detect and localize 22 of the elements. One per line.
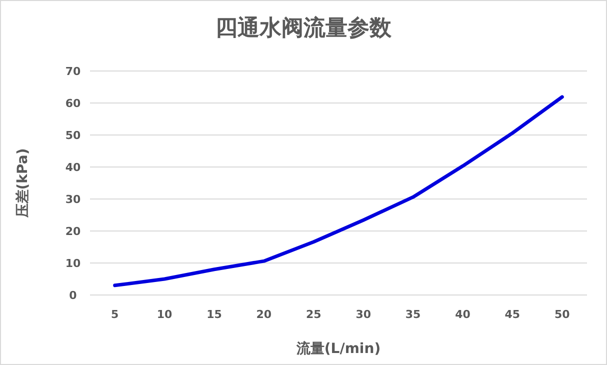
x-tick-label: 25	[306, 308, 322, 321]
x-tick-label: 20	[256, 308, 272, 321]
y-tick-label: 30	[65, 192, 81, 206]
x-tick-label: 10	[156, 308, 173, 321]
y-tick-label: 40	[65, 160, 81, 174]
x-tick-label: 35	[405, 308, 421, 321]
x-tick-label: 45	[504, 308, 520, 321]
line-series	[113, 95, 564, 288]
x-tick-label: 30	[356, 308, 372, 321]
y-tick-label: 50	[65, 128, 81, 142]
x-tick-label: 50	[554, 308, 570, 321]
y-tick-label: 0	[69, 288, 78, 302]
y-tick-label: 10	[65, 256, 81, 270]
x-tick-label: 5	[111, 308, 119, 321]
x-tick-label: 40	[455, 308, 471, 321]
y-axis-title: 压差(kPa)	[15, 148, 31, 219]
x-tick-label: 15	[206, 308, 222, 321]
chart-title: 四通水阀流量参数	[216, 15, 392, 41]
x-axis-title: 流量(L/min)	[295, 340, 381, 357]
y-tick-label: 20	[65, 224, 81, 238]
y-tick-label: 60	[65, 96, 81, 110]
y-tick-label: 70	[65, 64, 81, 78]
